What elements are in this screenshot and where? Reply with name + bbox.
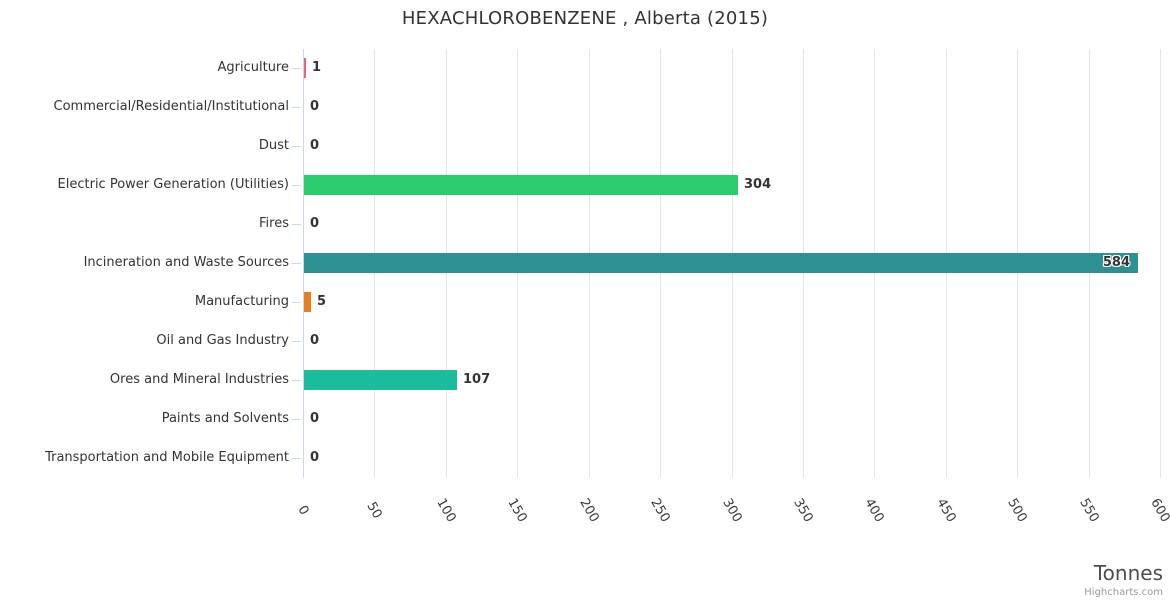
y-axis-tick (292, 107, 301, 108)
x-axis-tick-label: 0 (294, 502, 312, 518)
category-label: Dust (258, 138, 289, 153)
value-label: 304 (744, 177, 772, 192)
value-label: 5 (317, 294, 327, 309)
gridline (1160, 48, 1161, 478)
value-label: 0 (310, 99, 320, 114)
value-label: 0 (310, 450, 320, 465)
x-axis-tick-label: 150 (504, 495, 530, 525)
value-label: 584 (1102, 255, 1130, 270)
x-axis-tick-label: 200 (576, 495, 602, 525)
bar[interactable] (304, 175, 738, 195)
category-label: Agriculture (217, 60, 290, 75)
category-label: Transportation and Mobile Equipment (45, 450, 289, 465)
bar[interactable] (304, 292, 311, 312)
bar[interactable] (304, 370, 457, 390)
highcharts-credit[interactable]: Highcharts.com (1084, 587, 1163, 598)
x-axis-tick-label: 50 (363, 499, 385, 521)
y-axis-tick (292, 185, 301, 186)
x-axis-tick-label: 350 (790, 495, 816, 525)
x-axis-tick-label: 450 (933, 495, 959, 525)
x-axis-tick-label: 100 (433, 495, 459, 525)
value-label: 0 (310, 333, 320, 348)
y-axis-tick (292, 146, 301, 147)
x-axis-tick-label: 600 (1147, 495, 1170, 525)
category-label: Electric Power Generation (Utilities) (57, 177, 289, 192)
x-axis-tick-label: 250 (647, 495, 673, 525)
y-axis-line (303, 48, 304, 478)
value-label: 107 (463, 372, 491, 387)
x-axis-tick-label: 300 (719, 495, 745, 525)
category-label: Ores and Mineral Industries (109, 372, 289, 387)
x-axis-tick-label: 400 (861, 495, 887, 525)
category-label: Fires (259, 216, 289, 231)
chart-title: HEXACHLOROBENZENE , Alberta (2015) (401, 8, 769, 29)
y-axis-tick (292, 68, 301, 69)
value-label: 0 (310, 411, 320, 426)
y-axis-tick (292, 341, 301, 342)
value-label: 0 (310, 216, 320, 231)
y-axis-tick (292, 224, 301, 225)
value-label: 1 (312, 60, 322, 75)
y-axis-tick (292, 380, 301, 381)
value-label: 0 (310, 138, 320, 153)
y-axis-tick (292, 302, 301, 303)
category-label: Incineration and Waste Sources (83, 255, 289, 270)
y-axis-tick (292, 419, 301, 420)
y-axis-tick (292, 458, 301, 459)
y-axis-tick (292, 263, 301, 264)
x-axis-tick-label: 500 (1004, 495, 1030, 525)
bar[interactable] (304, 253, 1138, 273)
category-label: Paints and Solvents (161, 411, 289, 426)
bar[interactable] (304, 58, 306, 78)
category-label: Oil and Gas Industry (156, 333, 289, 348)
x-axis-title: Tonnes (1093, 561, 1163, 585)
x-axis-tick-label: 550 (1076, 495, 1102, 525)
category-label: Manufacturing (194, 294, 289, 309)
category-label: Commercial/Residential/Institutional (53, 99, 290, 114)
